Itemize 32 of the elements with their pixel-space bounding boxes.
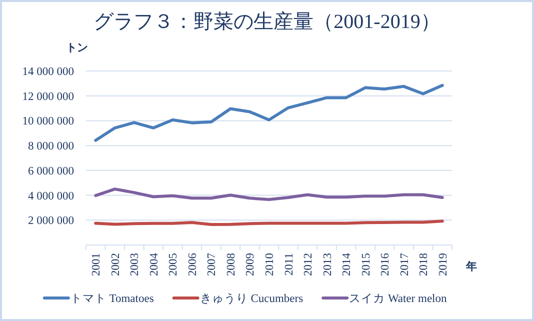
x-tick-label: 2017 <box>398 252 411 276</box>
legend-label: きゅうり Cucumbers <box>200 292 304 305</box>
y-tick-label: 14 000 000 <box>22 66 74 78</box>
x-tick-label: 2010 <box>264 252 276 276</box>
x-tick-label: 2005 <box>168 252 180 276</box>
x-tick-label: 2008 <box>225 252 238 276</box>
x-tick-label: 2006 <box>186 252 199 276</box>
y-tick-label: 4 000 000 <box>28 190 74 202</box>
legend-label: トマト Tomatoes <box>70 293 154 305</box>
x-tick-label: 2018 <box>418 252 430 276</box>
x-tick-label: 2007 <box>206 252 218 276</box>
x-tick-label: 2001 <box>90 252 103 276</box>
x-tick-label: 2012 <box>302 252 315 276</box>
x-tick-label: 2002 <box>110 252 122 276</box>
chart-title: グラフ３：野菜の生産量（2001-2019） <box>94 11 440 33</box>
y-tick-label: 12 000 000 <box>22 90 74 103</box>
y-axis-title: トン <box>66 41 88 54</box>
y-tick-label: 6 000 000 <box>28 165 74 178</box>
y-tick-label: 2 000 000 <box>28 215 74 228</box>
x-tick-label: 2016 <box>380 252 392 276</box>
x-tick-label: 2019 <box>437 252 450 276</box>
y-tick-label: 8 000 000 <box>28 140 74 153</box>
y-tick-label: 10 000 000 <box>22 116 74 128</box>
x-tick-label: 2011 <box>283 252 296 276</box>
x-axis-title: 年 <box>465 260 477 273</box>
x-tick-label: 2014 <box>341 252 354 276</box>
legend-label: スイカ Water melon <box>349 293 447 305</box>
x-tick-label: 2003 <box>129 252 142 276</box>
x-tick-label: 2004 <box>148 252 160 276</box>
x-tick-label: 2015 <box>360 252 372 276</box>
x-tick-label: 2009 <box>244 252 257 276</box>
x-tick-label: 2013 <box>322 252 334 276</box>
